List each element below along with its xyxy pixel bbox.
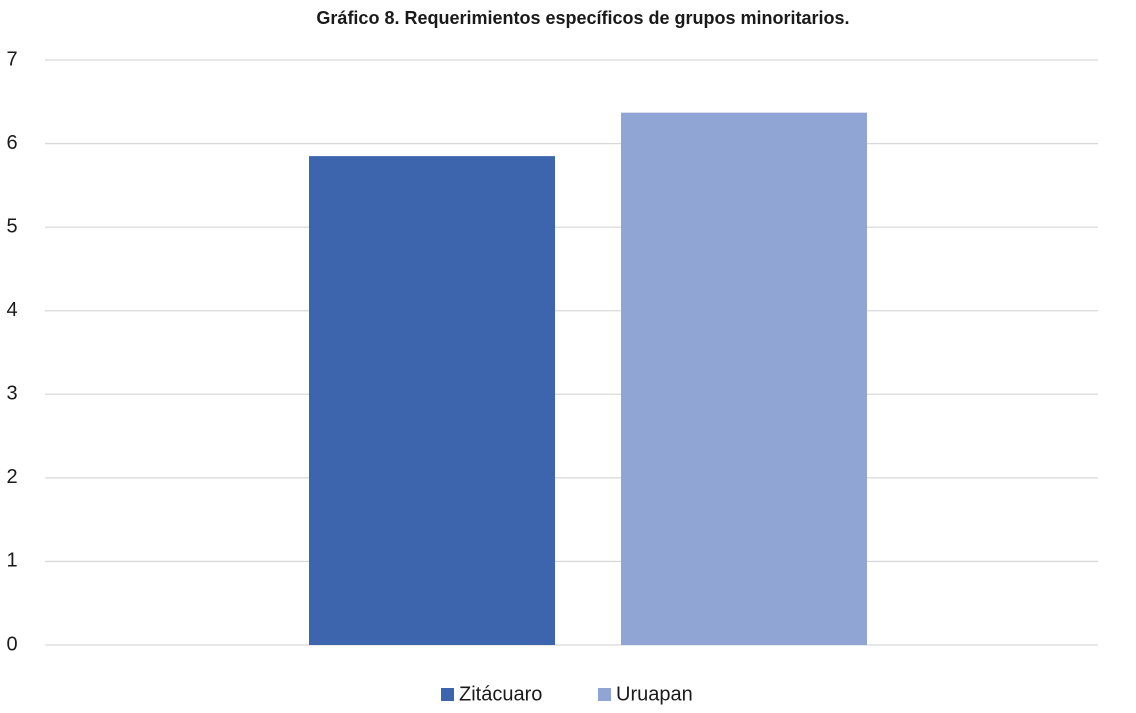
legend-swatch [598,688,611,701]
y-tick-label: 6 [6,132,17,154]
legend-label: Uruapan [616,683,693,705]
y-tick-label: 2 [6,466,17,488]
y-tick-label: 7 [6,48,17,70]
y-tick-label: 3 [6,383,17,405]
y-tick-label: 0 [6,633,17,655]
y-tick-label: 5 [6,215,17,237]
bar [309,156,555,645]
y-tick-label: 1 [6,550,17,572]
legend-label: Zitácuaro [459,683,542,705]
legend-swatch [441,688,454,701]
chart-title: Gráfico 8. Requerimientos específicos de… [316,8,849,28]
bar [621,112,867,645]
y-tick-label: 4 [6,299,17,321]
